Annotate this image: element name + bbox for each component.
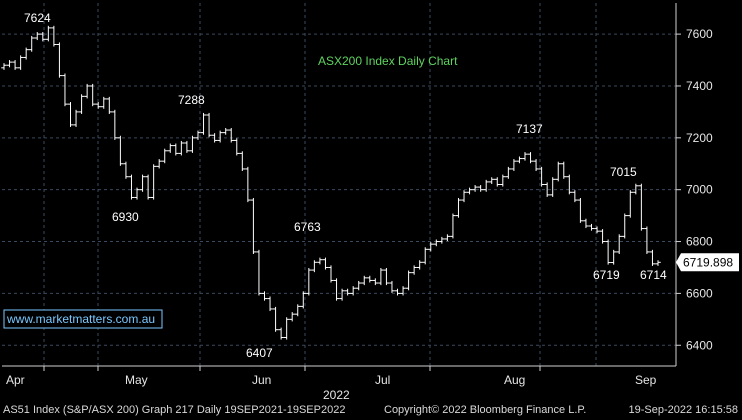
y-tick-label: 6800 — [686, 235, 713, 249]
footer-copyright: Copyright© 2022 Bloomberg Finance L.P. — [384, 404, 587, 416]
watermark-text: www.marketmatters.com.au — [6, 312, 155, 326]
x-tick-label: May — [125, 373, 148, 387]
price-annotation: 7015 — [610, 165, 637, 179]
last-price-tag — [676, 253, 739, 272]
price-annotation: 6763 — [294, 220, 321, 234]
axes: 6400 6600 6800 7000 7200 7400 7600 Apr May Jun Jul… — [2, 3, 713, 402]
grid-lines — [2, 3, 676, 366]
x-tick-label: Jul — [375, 373, 390, 387]
price-annotation: 7624 — [24, 11, 51, 25]
price-annotation: 7137 — [516, 122, 543, 136]
price-annotation: 7288 — [178, 93, 205, 107]
footer-bar — [0, 400, 742, 420]
y-tick-label: 7600 — [686, 27, 713, 41]
last-price-label: 6719.898 — [683, 255, 733, 269]
x-tick-label: Jun — [252, 373, 271, 387]
y-tick-label: 7400 — [686, 79, 713, 93]
footer-timestamp: 19-Sep-2022 16:15:58 — [628, 404, 738, 416]
y-tick-label: 6400 — [686, 338, 713, 352]
watermark-box — [3, 309, 163, 329]
annotations: ASX200 Index Daily Chart 7624 6930 7288 6763… — [3, 11, 739, 360]
price-bars — [1, 25, 661, 340]
chart-title: ASX200 Index Daily Chart — [318, 54, 458, 68]
x-tick-label: Aug — [504, 373, 525, 387]
price-annotation: 6714 — [640, 268, 667, 282]
year-label: 2022 — [323, 388, 350, 402]
y-tick-label: 7000 — [686, 183, 713, 197]
y-tick-label: 6600 — [686, 286, 713, 300]
y-tick-label: 7200 — [686, 131, 713, 145]
price-annotation: 6719 — [593, 268, 620, 282]
x-tick-label: Sep — [635, 373, 657, 387]
price-annotation: 6407 — [246, 346, 273, 360]
x-tick-label: Apr — [6, 373, 25, 387]
footer-security-info: AS51 Index (S&P/ASX 200) Graph 217 Daily… — [3, 404, 346, 416]
price-annotation: 6930 — [112, 210, 139, 224]
